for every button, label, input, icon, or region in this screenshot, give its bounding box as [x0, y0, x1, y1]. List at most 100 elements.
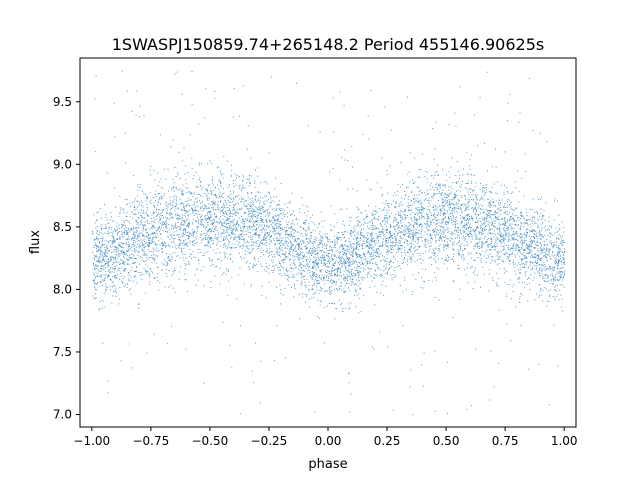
- data-point: [377, 238, 379, 240]
- data-point: [277, 217, 279, 219]
- data-point: [177, 219, 179, 221]
- data-point: [302, 227, 304, 229]
- data-point: [363, 243, 365, 245]
- data-point: [203, 266, 205, 268]
- data-point: [385, 259, 387, 261]
- data-point: [343, 249, 345, 251]
- data-point: [476, 227, 477, 229]
- data-point: [111, 266, 113, 268]
- data-point: [466, 241, 468, 242]
- data-point: [181, 224, 182, 226]
- data-point: [139, 232, 141, 234]
- data-point: [504, 212, 506, 214]
- data-point: [526, 248, 528, 250]
- data-point: [546, 248, 548, 250]
- data-point: [317, 316, 319, 318]
- data-point: [437, 248, 439, 249]
- data-point: [125, 253, 127, 255]
- data-point: [561, 284, 563, 286]
- data-point: [121, 251, 122, 253]
- data-point: [292, 255, 294, 257]
- data-point: [492, 220, 494, 222]
- data-point: [393, 262, 395, 263]
- data-point: [482, 266, 484, 268]
- data-point: [561, 244, 563, 246]
- data-point: [390, 233, 392, 234]
- data-point: [191, 234, 192, 236]
- data-point: [517, 239, 519, 241]
- data-point: [313, 284, 315, 286]
- data-point: [415, 232, 417, 234]
- data-point: [446, 202, 448, 203]
- data-point: [397, 223, 399, 224]
- data-point: [341, 245, 343, 247]
- data-point: [361, 279, 363, 281]
- data-point: [224, 257, 226, 259]
- data-point: [469, 223, 471, 225]
- data-point: [461, 205, 463, 206]
- data-point: [518, 247, 520, 249]
- data-point: [387, 192, 388, 194]
- data-point: [444, 223, 446, 225]
- data-point: [195, 256, 197, 258]
- data-point: [515, 244, 517, 245]
- data-point: [192, 231, 194, 233]
- data-point: [281, 253, 283, 255]
- data-point: [350, 254, 352, 256]
- data-point: [369, 261, 371, 263]
- data-point: [547, 235, 549, 236]
- data-point: [198, 226, 200, 228]
- data-point: [157, 193, 159, 195]
- data-point: [179, 271, 181, 273]
- data-point: [347, 264, 349, 266]
- data-point: [427, 216, 429, 218]
- data-point: [519, 296, 521, 298]
- data-point: [455, 203, 457, 205]
- data-point: [409, 205, 411, 207]
- data-point: [316, 254, 318, 256]
- data-point: [321, 288, 323, 290]
- data-point: [181, 220, 183, 222]
- data-point: [557, 365, 559, 367]
- data-point: [173, 186, 175, 188]
- data-point: [371, 236, 372, 238]
- data-point: [153, 169, 155, 171]
- data-point: [256, 271, 258, 273]
- data-point: [333, 235, 335, 237]
- data-point: [434, 253, 436, 255]
- data-point: [510, 218, 512, 220]
- data-point: [271, 209, 273, 210]
- data-point: [420, 262, 422, 264]
- data-point: [371, 189, 373, 191]
- data-point: [356, 283, 357, 285]
- data-point: [460, 230, 462, 232]
- data-point: [178, 151, 180, 153]
- data-point: [528, 252, 530, 254]
- data-point: [156, 215, 158, 217]
- data-point: [237, 203, 239, 205]
- data-point: [269, 205, 271, 207]
- data-point: [358, 265, 360, 267]
- data-point: [303, 279, 305, 280]
- data-point: [329, 293, 331, 295]
- data-point: [169, 238, 171, 240]
- data-point: [192, 212, 194, 214]
- data-point: [168, 190, 170, 192]
- data-point: [509, 223, 511, 225]
- data-point: [384, 268, 386, 270]
- data-point: [196, 268, 198, 270]
- data-point: [475, 213, 477, 215]
- data-point: [526, 220, 528, 222]
- data-point: [358, 209, 360, 211]
- data-point: [126, 283, 128, 285]
- data-point: [491, 239, 493, 241]
- data-point: [462, 230, 464, 231]
- data-point: [98, 259, 100, 261]
- data-point: [442, 214, 444, 215]
- data-point: [495, 212, 497, 214]
- data-point: [510, 215, 511, 217]
- data-point: [233, 192, 234, 194]
- data-point: [486, 241, 488, 243]
- data-point: [304, 294, 306, 296]
- data-point: [325, 252, 327, 254]
